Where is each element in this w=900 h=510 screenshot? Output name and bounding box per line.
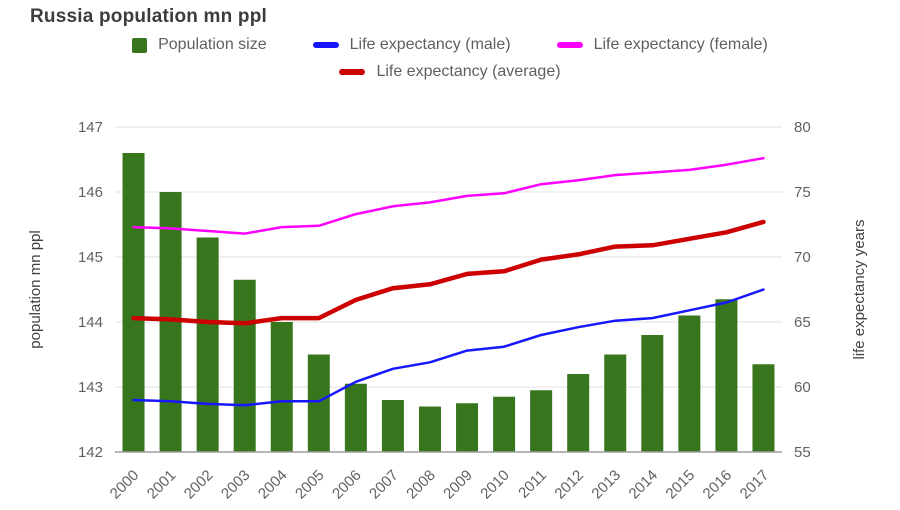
bar-2011 [530, 390, 553, 452]
bar-2002 [196, 237, 219, 452]
bar-2015 [678, 315, 701, 452]
left-axis-tick: 146 [78, 184, 103, 201]
bar-2004 [270, 322, 293, 452]
right-axis-tick: 65 [794, 314, 811, 331]
chart-title: Russia population mn ppl [30, 6, 268, 27]
bar-2009 [456, 403, 479, 452]
legend-item-label: Population size [158, 36, 267, 53]
legend-item-label: Life expectancy (female) [593, 36, 768, 53]
x-axis-tick: 2011 [515, 467, 550, 502]
legend-line-swatch [556, 42, 583, 48]
x-axis-tick: 2016 [700, 467, 736, 503]
x-axis-tick: 2004 [255, 467, 291, 503]
bar-2014 [641, 335, 664, 452]
legend-item: Population size [132, 36, 267, 54]
left-axis-tick: 142 [78, 444, 103, 461]
legend-line-swatch [312, 42, 339, 48]
right-axis-tick: 80 [794, 119, 811, 136]
x-axis-tick: 2013 [588, 467, 624, 503]
legend-row: Life expectancy (average) [339, 63, 561, 81]
bar-2017 [752, 364, 775, 452]
legend-item: Life expectancy (average) [339, 63, 561, 81]
bar-2012 [567, 374, 590, 452]
x-axis-tick: 2014 [626, 467, 662, 503]
legend-row: Population size Life expectancy (male) Lif… [132, 36, 768, 54]
x-axis-tick: 2003 [218, 467, 254, 503]
left-axis-title: population mn ppl [27, 230, 44, 348]
legend-item-label: Life expectancy (male) [349, 36, 511, 53]
x-axis-tick: 2002 [181, 467, 217, 503]
bar-2006 [344, 383, 367, 452]
left-axis-tick: 144 [78, 314, 103, 331]
right-axis-title: life expectancy years [851, 219, 868, 359]
bar-2003 [233, 279, 256, 452]
bar-2008 [418, 406, 441, 452]
bar-2001 [159, 192, 182, 452]
legend-bar-swatch [132, 37, 148, 53]
line-series [131, 219, 766, 326]
bar-2016 [715, 299, 738, 452]
bar-2000 [122, 153, 145, 452]
chart-legend: Population size Life expectancy (male) Lif… [0, 36, 900, 81]
x-axis-tick: 2017 [737, 467, 773, 503]
legend-item-label: Life expectancy (average) [376, 63, 561, 80]
x-axis-tick: 2006 [329, 467, 365, 503]
left-axis-tick: 145 [78, 249, 103, 266]
right-axis-tick: 55 [794, 444, 811, 461]
right-axis-tick: 70 [794, 249, 811, 266]
x-axis-tick: 2005 [292, 467, 328, 503]
legend-item: Life expectancy (male) [312, 36, 511, 54]
line-series [132, 156, 765, 235]
legend-item: Life expectancy (female) [556, 36, 768, 54]
line-series [132, 288, 765, 407]
x-axis-tick: 2000 [107, 467, 143, 503]
bar-2007 [381, 400, 404, 452]
left-axis-tick: 143 [78, 379, 103, 396]
x-axis-tick: 2010 [477, 467, 513, 503]
x-axis-tick: 2001 [144, 467, 180, 503]
x-axis-tick: 2008 [403, 467, 439, 503]
right-axis-tick: 60 [794, 379, 811, 396]
bar-2010 [493, 396, 516, 452]
legend-line-swatch [339, 69, 366, 75]
bar-2005 [307, 354, 330, 452]
right-axis-tick: 75 [794, 184, 811, 201]
x-axis-tick: 2012 [551, 467, 587, 503]
x-axis-tick: 2009 [440, 467, 476, 503]
x-axis-tick: 2007 [366, 467, 402, 503]
bar-2013 [604, 354, 627, 452]
x-axis-tick: 2015 [663, 467, 699, 503]
left-axis-tick: 147 [78, 119, 103, 136]
